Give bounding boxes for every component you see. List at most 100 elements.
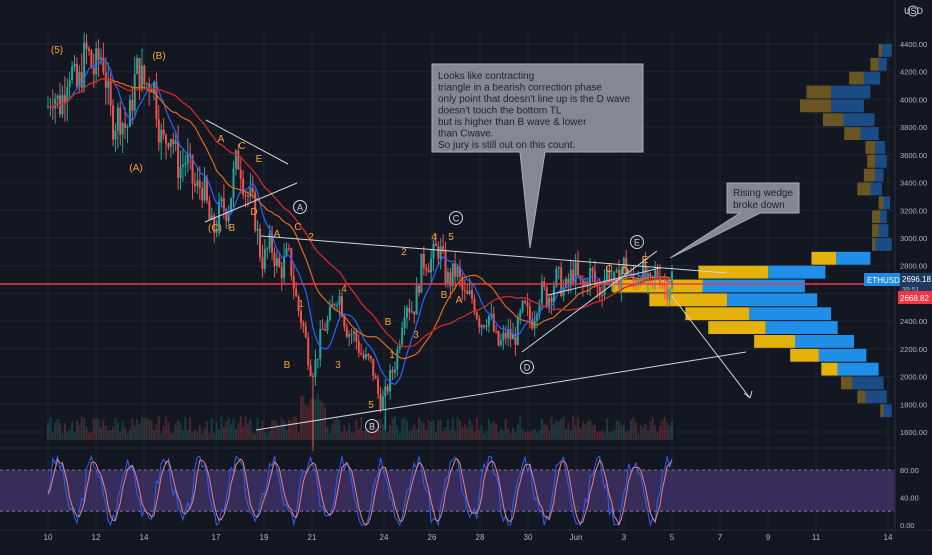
candle-body bbox=[485, 325, 488, 328]
candle-body bbox=[507, 329, 510, 339]
wave-label: A bbox=[274, 229, 281, 240]
volume-bar bbox=[179, 422, 182, 440]
volume-bar bbox=[671, 421, 673, 440]
vp-down-bar bbox=[768, 265, 826, 279]
settings-icon[interactable] bbox=[907, 5, 919, 17]
candle-body bbox=[483, 325, 486, 328]
candle-body bbox=[246, 195, 249, 197]
vp-down-bar bbox=[749, 307, 832, 321]
candle-body bbox=[663, 285, 666, 287]
volume-bar bbox=[461, 426, 464, 440]
candle-body bbox=[374, 376, 377, 379]
volume-bar bbox=[153, 429, 156, 440]
vp-down-bar bbox=[883, 196, 891, 210]
volume-bar bbox=[114, 418, 117, 440]
callout-box-1 bbox=[431, 63, 644, 249]
vp-down-bar bbox=[818, 348, 867, 362]
x-tick-label: Jun bbox=[570, 533, 583, 542]
wave-label: 3 bbox=[413, 330, 419, 341]
countdown-text: 39:51 bbox=[902, 287, 920, 294]
x-tick-label: 12 bbox=[92, 533, 101, 542]
volume-bar bbox=[268, 430, 271, 440]
candle-body bbox=[569, 269, 572, 284]
x-tick-label: 10 bbox=[44, 533, 53, 542]
volume-bar bbox=[642, 427, 645, 440]
candle-body bbox=[333, 304, 336, 306]
candle-body bbox=[181, 164, 184, 167]
volume-bar bbox=[348, 423, 351, 440]
candle-body bbox=[671, 271, 673, 289]
candle-body bbox=[509, 329, 512, 340]
volume-bar bbox=[451, 417, 454, 440]
volume-bar bbox=[372, 421, 375, 440]
x-tick-label: 28 bbox=[476, 533, 485, 542]
candle-body bbox=[189, 153, 192, 156]
callout-box-2 bbox=[669, 182, 800, 259]
candle-body bbox=[521, 300, 524, 312]
volume-bar bbox=[492, 421, 495, 440]
volume-bar bbox=[408, 431, 411, 440]
candle-body bbox=[275, 258, 278, 267]
volume-bar bbox=[249, 418, 252, 440]
vp-down-bar bbox=[878, 224, 889, 237]
volume-bar bbox=[174, 423, 177, 440]
vp-up-bar bbox=[649, 293, 728, 307]
arrow-head bbox=[743, 392, 751, 399]
candle-body bbox=[336, 304, 339, 306]
callout-1-line: but is higher than B wave & lower bbox=[438, 117, 587, 128]
vp-down-bar bbox=[875, 154, 887, 168]
candle-body bbox=[261, 257, 264, 269]
triangle-upper-line bbox=[260, 235, 728, 274]
vp-up-bar bbox=[863, 168, 876, 182]
volume-bar bbox=[261, 420, 264, 440]
volume-bar bbox=[198, 424, 201, 440]
candle-body bbox=[658, 275, 661, 286]
rising-wedge-upper bbox=[547, 267, 661, 296]
candle-body bbox=[321, 329, 324, 331]
candle-body bbox=[348, 333, 351, 337]
candle-body bbox=[377, 378, 380, 394]
candle-body bbox=[649, 273, 652, 277]
volume-bar bbox=[251, 433, 254, 440]
wave-label: D bbox=[621, 266, 628, 277]
candle-body bbox=[165, 134, 168, 144]
volume-bar bbox=[475, 417, 478, 440]
callout-1-line: triangle in a bearish correction phase bbox=[438, 83, 602, 94]
candle-body bbox=[516, 316, 519, 345]
volume-bar bbox=[73, 431, 76, 440]
y-tick-label: 3800.00 bbox=[900, 123, 927, 132]
volume-bar bbox=[526, 431, 529, 440]
candle-body bbox=[478, 318, 481, 328]
candle-body bbox=[319, 329, 322, 359]
candle-body bbox=[557, 267, 560, 269]
candle-body bbox=[128, 99, 131, 127]
y-tick-label: 2000.00 bbox=[900, 373, 927, 382]
volume-bar bbox=[545, 424, 548, 440]
vp-down-bar bbox=[875, 238, 892, 251]
candle-body bbox=[307, 337, 310, 366]
vp-up-bar bbox=[867, 154, 876, 168]
y-tick-label: 4400.00 bbox=[900, 40, 927, 49]
candle-body bbox=[502, 332, 505, 341]
currency-label: USD bbox=[904, 6, 924, 16]
volume-bar bbox=[536, 432, 539, 440]
candle-body bbox=[405, 307, 408, 318]
candle-body bbox=[545, 286, 548, 306]
vp-down-bar bbox=[836, 251, 871, 265]
vp-down-bar bbox=[865, 390, 887, 404]
candle-body bbox=[552, 286, 555, 303]
candle-body bbox=[263, 249, 266, 269]
candle-body bbox=[316, 358, 319, 360]
callout-1-line: only point that doesn't line up is the D… bbox=[438, 94, 630, 105]
volume-bar bbox=[326, 426, 329, 440]
volume-bar bbox=[365, 428, 368, 440]
volume-bar bbox=[562, 416, 565, 440]
volume-bar bbox=[490, 423, 493, 440]
volume-bar bbox=[302, 395, 305, 440]
ma-fast-line bbox=[47, 60, 673, 386]
candle-body bbox=[97, 48, 100, 60]
volume-bar bbox=[290, 420, 293, 440]
candle-body bbox=[572, 269, 575, 283]
